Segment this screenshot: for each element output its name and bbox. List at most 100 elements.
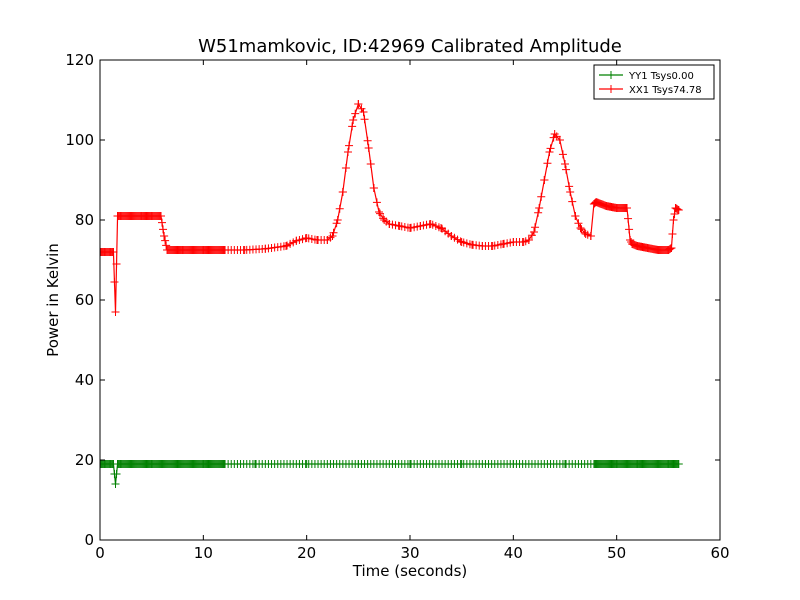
- data-point-marker: [109, 248, 118, 256]
- data-point-marker: [674, 206, 683, 214]
- data-point-marker: [328, 232, 337, 240]
- x-tick-label: 60: [710, 544, 729, 562]
- data-point-marker: [537, 192, 546, 201]
- y-tick-label: 20: [75, 451, 94, 469]
- data-point-marker: [162, 241, 171, 250]
- data-point-marker: [333, 216, 342, 224]
- series-1: [100, 100, 683, 316]
- x-tick-label: 10: [194, 544, 213, 562]
- data-point-marker: [665, 245, 674, 254]
- data-point-marker: [524, 236, 533, 244]
- data-point-marker: [366, 160, 375, 168]
- data-point-marker: [530, 228, 538, 236]
- data-point-marker: [437, 224, 445, 232]
- data-point-marker: [586, 232, 595, 240]
- data-point-marker: [363, 136, 372, 145]
- data-point-marker: [159, 225, 168, 234]
- data-point-marker: [369, 184, 378, 192]
- x-tick-label: 20: [297, 544, 316, 562]
- y-tick-label: 100: [65, 131, 94, 149]
- data-point-marker: [571, 212, 580, 220]
- data-point-marker: [667, 244, 676, 252]
- data-point-marker: [111, 480, 120, 488]
- data-point-marker: [574, 219, 583, 228]
- series-markers-0: [100, 460, 683, 488]
- data-point-marker: [344, 148, 352, 156]
- data-point-marker: [376, 209, 385, 218]
- data-point-marker: [558, 150, 567, 159]
- plot-area: [100, 100, 683, 488]
- data-point-marker: [359, 108, 368, 116]
- axes: 0 10 20 30 40 50 60 0 20 40 60 80 100 120: [65, 51, 729, 562]
- series-markers-1: [100, 100, 683, 316]
- data-point-marker: [457, 238, 466, 246]
- data-point-marker: [666, 244, 675, 253]
- data-point-marker: [426, 220, 435, 228]
- data-point-marker: [335, 204, 344, 213]
- data-point-marker: [351, 109, 360, 118]
- x-tick-label: 40: [504, 544, 523, 562]
- data-point-marker: [581, 230, 590, 238]
- data-point-marker: [111, 308, 120, 316]
- data-point-marker: [110, 278, 119, 286]
- data-point-marker: [326, 233, 335, 242]
- data-point-marker: [338, 188, 347, 196]
- chart-title: W51mamkovic, ID:42969 Calibrated Amplitu…: [198, 36, 622, 57]
- data-point-marker: [357, 104, 366, 113]
- y-tick-label: 60: [75, 291, 94, 309]
- data-point-marker: [670, 210, 679, 218]
- data-point-marker: [380, 216, 389, 224]
- data-point-marker: [562, 165, 571, 174]
- x-tick-label: 30: [400, 544, 419, 562]
- data-point-marker: [546, 144, 555, 153]
- data-point-marker: [531, 223, 540, 232]
- data-point-marker: [576, 224, 585, 232]
- y-tick-label: 120: [65, 51, 94, 69]
- data-point-marker: [673, 205, 682, 214]
- data-point-marker: [375, 208, 383, 216]
- y-tick-label: 40: [75, 371, 94, 389]
- legend: YY1 Tsys0.00 XX1 Tsys74.78: [593, 64, 715, 100]
- legend-box: [593, 64, 715, 100]
- data-point-marker: [623, 204, 631, 212]
- data-point-marker: [674, 460, 683, 468]
- data-point-marker: [668, 230, 677, 238]
- data-point-marker: [372, 198, 381, 207]
- data-point-marker: [565, 182, 574, 191]
- data-point-marker: [329, 228, 338, 237]
- legend-label: XX1 Tsys74.78: [629, 85, 702, 96]
- data-point-marker: [348, 122, 357, 131]
- legend-swatch-marker: [607, 71, 615, 79]
- data-point-marker: [158, 218, 166, 227]
- data-point-marker: [566, 188, 575, 196]
- data-point-marker: [540, 176, 549, 184]
- data-point-marker: [626, 236, 635, 244]
- x-axis-label: Time (seconds): [352, 562, 468, 580]
- data-point-marker: [624, 214, 633, 223]
- data-point-marker: [545, 148, 554, 156]
- data-point-marker: [112, 260, 121, 268]
- data-point-marker: [543, 159, 552, 168]
- data-point-marker: [354, 100, 363, 108]
- data-point-marker: [360, 115, 369, 124]
- data-point-marker: [672, 204, 681, 213]
- data-point-marker: [527, 231, 536, 240]
- legend-swatch-marker: [607, 85, 615, 93]
- data-point-marker: [161, 236, 170, 245]
- data-point-marker: [112, 470, 121, 478]
- data-point-marker: [669, 216, 678, 224]
- data-point-marker: [345, 141, 354, 150]
- data-point-marker: [364, 144, 373, 152]
- data-point-marker: [156, 212, 165, 220]
- data-point-marker: [282, 242, 290, 250]
- data-point-marker: [625, 225, 634, 234]
- data-point-marker: [534, 208, 543, 217]
- x-tick-label: 50: [607, 544, 626, 562]
- data-point-marker: [341, 164, 350, 172]
- x-tick-label: 0: [95, 544, 105, 562]
- y-tick-label: 0: [84, 531, 94, 549]
- data-point-marker: [561, 160, 569, 168]
- data-point-marker: [535, 204, 544, 212]
- data-point-marker: [332, 219, 341, 228]
